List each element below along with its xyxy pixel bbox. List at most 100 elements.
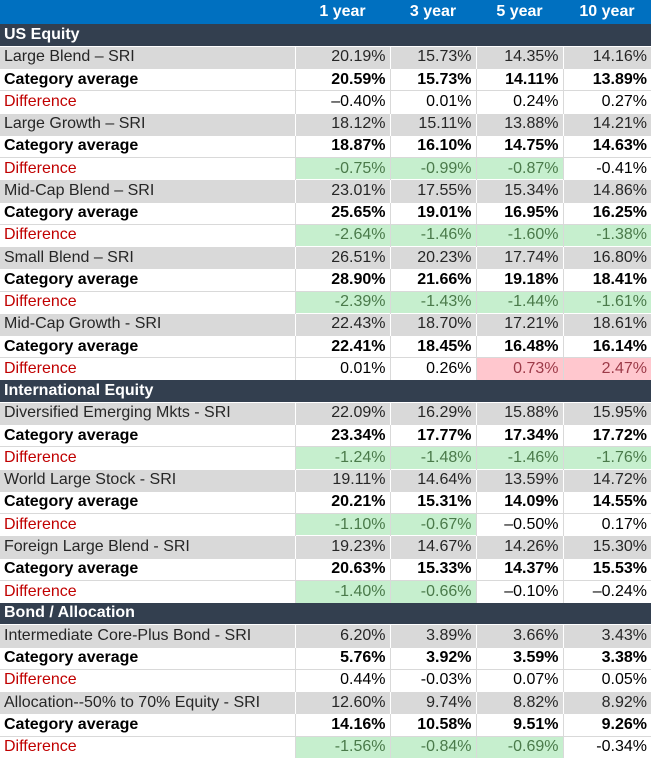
difference-row-value-cell: -1.48% [389, 446, 476, 469]
difference-row-value-cell: 0.44% [294, 668, 390, 692]
category-average-row: Category average 20.63% 15.33% 14.37% 15.53% [0, 557, 651, 581]
fund-row: Intermediate Core-Plus Bond - SRI 6.20% 3.… [0, 624, 651, 647]
fund-row-value-cell: 15.95% [562, 401, 651, 425]
difference-row-value-cell: -1.76% [562, 446, 651, 469]
section-title: US Equity [0, 24, 651, 47]
category-average-row-value-cell: 14.37% [475, 557, 563, 581]
category-average-row-value-cell: 19.18% [475, 268, 563, 291]
fund-row-value-cell: 14.64% [389, 468, 476, 492]
category-average-row: Category average 22.41% 18.45% 16.48% 16.14% [0, 334, 651, 358]
category-average-row: Category average 20.59% 15.73% 14.11% 13.89% [0, 67, 651, 91]
category-average-row-value-cell: 14.09% [475, 490, 563, 514]
fund-row-label: Intermediate Core-Plus Bond - SRI [0, 624, 295, 647]
category-average-row-value-cell: 10.58% [389, 713, 476, 736]
fund-row-value-cell: 20.23% [389, 245, 476, 269]
fund-row-value-cell: 23.01% [294, 179, 390, 202]
category-average-row-value-cell: 16.25% [562, 201, 651, 225]
column-header-3-year: 3 year [390, 0, 476, 24]
fund-row-label: World Large Stock - SRI [0, 468, 295, 492]
category-average-row-value-cell: 23.34% [294, 423, 390, 447]
category-average-row-label: Category average [0, 423, 295, 447]
difference-row-value-cell: 0.17% [562, 512, 651, 536]
fund-row-value-cell: 19.11% [294, 468, 390, 492]
fund-row: Foreign Large Blend - SRI 19.23% 14.67% 14.… [0, 535, 651, 558]
difference-row: Difference –0.40% 0.01% 0.24% 0.27% [0, 90, 651, 113]
fund-row-value-cell: 12.60% [294, 690, 390, 714]
category-average-row: Category average 20.21% 15.31% 14.09% 14.55% [0, 490, 651, 514]
category-average-row-value-cell: 14.63% [562, 134, 651, 158]
difference-row-value-cell: -0.41% [562, 156, 651, 180]
category-average-row: Category average 5.76% 3.92% 3.59% 3.38% [0, 646, 651, 670]
category-average-row-label: Category average [0, 490, 295, 514]
column-header-1-year: 1 year [295, 0, 390, 24]
difference-row-value-cell: -1.43% [389, 290, 476, 314]
category-average-row-label: Category average [0, 134, 295, 158]
fund-row-value-cell: 17.21% [475, 312, 563, 336]
difference-row-value-cell: -1.46% [475, 446, 563, 469]
category-average-row-value-cell: 3.59% [475, 646, 563, 670]
difference-row-value-cell: -0.69% [475, 735, 563, 759]
difference-row-value-cell: -2.39% [294, 290, 390, 314]
category-average-row-label: Category average [0, 557, 295, 581]
table-body: US Equity Large Blend – SRI 20.19% 15.73% 14… [0, 24, 651, 759]
difference-row: Difference 0.01% 0.26% 0.73% 2.47% [0, 357, 651, 380]
fund-row-value-cell: 14.16% [562, 45, 651, 69]
category-average-row-value-cell: 15.53% [562, 557, 651, 581]
header-row: 1 year 3 year 5 year 10 year [0, 0, 651, 24]
category-average-row-value-cell: 20.59% [294, 67, 390, 91]
fund-row-value-cell: 6.20% [294, 624, 390, 647]
section-header-row: International Equity [0, 380, 651, 403]
category-average-row-value-cell: 21.66% [389, 268, 476, 291]
category-average-row: Category average 14.16% 10.58% 9.51% 9.26% [0, 713, 651, 736]
difference-row: Difference -2.64% -1.46% -1.60% -1.38% [0, 223, 651, 247]
difference-row-value-cell: –0.24% [562, 579, 651, 603]
category-average-row-value-cell: 14.75% [475, 134, 563, 158]
difference-row-value-cell: -0.87% [475, 156, 563, 180]
category-average-row-value-cell: 14.55% [562, 490, 651, 514]
fund-row: Small Blend – SRI 26.51% 20.23% 17.74% 16.80… [0, 245, 651, 269]
category-average-row: Category average 23.34% 17.77% 17.34% 17.72% [0, 423, 651, 447]
difference-row-value-cell: -1.60% [475, 223, 563, 247]
category-average-row-value-cell: 25.65% [294, 201, 390, 225]
difference-row-value-cell: –0.10% [475, 579, 563, 603]
difference-row-label: Difference [0, 223, 295, 247]
fund-row: Allocation--50% to 70% Equity - SRI 12.60… [0, 690, 651, 714]
difference-row-value-cell: -1.24% [294, 446, 390, 469]
section-title: Bond / Allocation [0, 602, 651, 625]
difference-row-label: Difference [0, 357, 295, 380]
category-average-row-value-cell: 16.95% [475, 201, 563, 225]
category-average-row-label: Category average [0, 713, 295, 736]
category-average-row-value-cell: 15.31% [389, 490, 476, 514]
category-average-row-value-cell: 20.63% [294, 557, 390, 581]
category-average-row-value-cell: 17.77% [389, 423, 476, 447]
difference-row-value-cell: -1.56% [294, 735, 390, 759]
difference-row-value-cell: -1.46% [389, 223, 476, 247]
fund-row-value-cell: 14.26% [475, 535, 563, 558]
fund-row-value-cell: 15.88% [475, 401, 563, 425]
fund-row-value-cell: 14.67% [389, 535, 476, 558]
category-average-row-label: Category average [0, 201, 295, 225]
fund-row-value-cell: 14.21% [562, 112, 651, 136]
difference-row-label: Difference [0, 735, 295, 759]
difference-row-label: Difference [0, 90, 295, 113]
category-average-row-value-cell: 16.10% [389, 134, 476, 158]
category-average-row-value-cell: 18.41% [562, 268, 651, 291]
category-average-row: Category average 18.87% 16.10% 14.75% 14.63% [0, 134, 651, 158]
fund-row-value-cell: 20.19% [294, 45, 390, 69]
fund-row-value-cell: 14.86% [562, 179, 651, 202]
column-header-5-year: 5 year [476, 0, 563, 24]
difference-row-label: Difference [0, 290, 295, 314]
fund-row-value-cell: 17.55% [389, 179, 476, 202]
difference-row: Difference -1.10% -0.67% –0.50% 0.17% [0, 512, 651, 536]
section-header-row: Bond / Allocation [0, 602, 651, 625]
category-average-row-value-cell: 14.16% [294, 713, 390, 736]
fund-row-value-cell: 18.12% [294, 112, 390, 136]
fund-row-label: Foreign Large Blend - SRI [0, 535, 295, 558]
column-header-10-year: 10 year [563, 0, 651, 24]
fund-row-label: Large Blend – SRI [0, 45, 295, 69]
difference-row-value-cell: -0.84% [389, 735, 476, 759]
difference-row-value-cell: -1.44% [475, 290, 563, 314]
category-average-row-value-cell: 19.01% [389, 201, 476, 225]
fund-row: Large Growth – SRI 18.12% 15.11% 13.88% 14.2… [0, 112, 651, 136]
fund-row: Mid-Cap Growth - SRI 22.43% 18.70% 17.21% 18… [0, 312, 651, 336]
